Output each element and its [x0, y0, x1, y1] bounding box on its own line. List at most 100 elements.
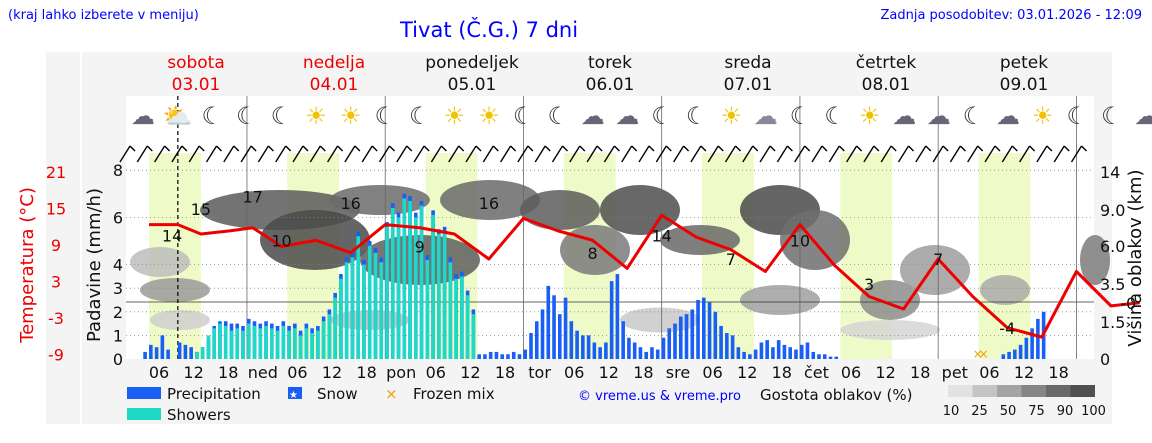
- shower-bar: [235, 328, 240, 359]
- precip-bar: [500, 354, 504, 359]
- shower-bar: [373, 252, 378, 359]
- wind-barb-icon: [880, 145, 892, 163]
- precip-bar: [817, 354, 821, 359]
- temperature-label: 7: [726, 250, 736, 269]
- x-tick: 06: [426, 363, 446, 382]
- temperature-label: 14: [652, 226, 672, 245]
- shower-bar: [356, 236, 360, 359]
- shower-bar: [195, 351, 199, 359]
- wind-barb-icon: [613, 145, 620, 152]
- shower-bar: [425, 259, 430, 359]
- precip-axis-label: Padavine (mm/h): [84, 188, 105, 342]
- shower-bar: [396, 217, 401, 359]
- precip-bar: [713, 311, 718, 359]
- precip-bar: [609, 281, 614, 359]
- wind-barb-icon: [527, 145, 534, 152]
- wind-barb-icon: [984, 145, 996, 163]
- day-name: sreda: [724, 53, 771, 73]
- wind-barb-icon: [977, 145, 984, 152]
- x-tick: pon: [386, 363, 416, 382]
- cloud-density-blob: [520, 190, 600, 230]
- wind-barb-icon: [1011, 145, 1018, 152]
- day-name: četrtek: [856, 53, 917, 73]
- temperature-label: 9: [415, 238, 425, 257]
- shower-bar: [350, 257, 355, 359]
- wind-barb-icon: [752, 145, 759, 152]
- precip-bar: [673, 323, 677, 359]
- shower-bar: [402, 198, 407, 359]
- x-tick: 18: [218, 363, 238, 382]
- precip-bar: [598, 347, 602, 359]
- shower-bar: [321, 321, 326, 359]
- precip-bar: [177, 342, 182, 359]
- frozen-mix-marker: ×: [978, 347, 988, 361]
- wind-barb-icon: [665, 145, 672, 152]
- cloud-density-swatch: [1070, 385, 1095, 397]
- wind-barb-icon: [285, 145, 292, 152]
- x-tick: 18: [356, 363, 376, 382]
- precip-bar: [730, 335, 735, 359]
- wind-barb-icon: [932, 145, 944, 163]
- precip-bar: [552, 295, 556, 359]
- shower-bar: [241, 330, 245, 359]
- rain-cloud-icon: ☁: [131, 102, 155, 130]
- x-tick: tor: [528, 363, 551, 382]
- wind-barb-icon: [389, 145, 395, 152]
- cloud-density-value: 10: [943, 404, 960, 419]
- wind-barb-icon: [492, 145, 499, 152]
- precip-bar: [632, 342, 637, 359]
- day-date: 04.01: [310, 75, 359, 95]
- rain-cloud-icon: ☁: [615, 102, 639, 130]
- shower-bar: [448, 262, 453, 359]
- wind-barb-icon: [897, 145, 910, 163]
- wind-barb-icon: [396, 145, 408, 163]
- temperature-label: 16: [340, 194, 360, 213]
- precip-bar: [690, 309, 695, 359]
- x-tick: 06: [564, 363, 584, 382]
- precip-bar: [586, 335, 591, 359]
- temp-tick: -3: [48, 309, 64, 328]
- precip-bar: [1013, 349, 1017, 359]
- precip-bar: [154, 347, 159, 359]
- shower-bar: [275, 330, 280, 359]
- storm-moon-icon: ☾: [513, 102, 535, 130]
- wind-barb-icon: [811, 145, 823, 163]
- precip-bar: [615, 274, 620, 359]
- shower-bar: [287, 330, 291, 359]
- temperature-label: 14: [162, 226, 182, 245]
- precip-tick: 4: [113, 256, 123, 275]
- shower-bar: [200, 347, 205, 359]
- wind-barb-icon: [1063, 145, 1070, 152]
- rain-cloud-icon: ☁: [996, 102, 1020, 130]
- wind-barb-icon: [786, 145, 793, 152]
- day-date: 08.01: [862, 75, 911, 95]
- temperature-label: 3: [864, 275, 874, 294]
- rain-cloud-icon: ☁: [927, 102, 951, 130]
- cloud-density-blob: [780, 210, 850, 270]
- wind-barb-icon: [856, 145, 863, 152]
- cloud-height-tick: 9.0: [1100, 201, 1125, 220]
- wind-barb-icon: [742, 145, 754, 163]
- precip-bar: [1018, 344, 1023, 359]
- precip-bar: [725, 333, 729, 359]
- shower-bar: [465, 295, 470, 359]
- wind-barb-icon: [544, 145, 551, 152]
- wind-barb-icon: [448, 145, 460, 163]
- snow-swatch: [288, 387, 302, 399]
- temperature-label: -4: [999, 319, 1015, 338]
- precip-bar: [1007, 351, 1011, 359]
- x-tick: pet: [942, 363, 968, 382]
- shower-bar: [281, 325, 286, 359]
- moon-icon: ☾: [790, 102, 812, 130]
- storm-sun-icon: ☀: [340, 102, 362, 130]
- shower-bar: [229, 330, 234, 359]
- frozen-mix-marker: ×: [973, 347, 983, 361]
- shower-bar: [212, 328, 216, 359]
- shower-bar: [408, 200, 412, 359]
- wind-barb-icon: [292, 145, 304, 163]
- x-tick: 12: [460, 363, 480, 382]
- cloud-density-blob: [600, 185, 680, 235]
- wind-barb-icon: [233, 145, 240, 152]
- cloud-height-tick: 14: [1100, 163, 1120, 182]
- cloud-density-swatch: [948, 385, 973, 397]
